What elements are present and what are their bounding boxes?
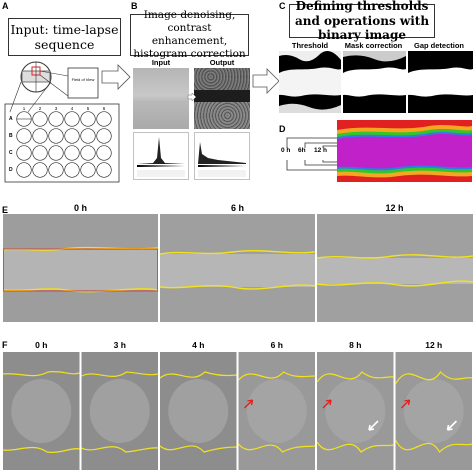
plate-col-label: 4 xyxy=(71,106,74,111)
f-time-label: 6 h xyxy=(270,340,283,350)
output-image xyxy=(194,68,250,129)
plate-well xyxy=(80,162,96,178)
mask-correction-label: Mask correction xyxy=(344,41,403,50)
e-time-0: 0 h xyxy=(73,203,87,213)
threshold-label: Threshold xyxy=(291,41,329,50)
plate-row-label: C xyxy=(9,150,13,156)
plate-well xyxy=(32,162,48,178)
output-label: Output xyxy=(209,58,235,67)
plate-well xyxy=(48,145,64,161)
plate-well xyxy=(80,128,96,144)
plate-well xyxy=(64,128,80,144)
e-image-12h xyxy=(316,214,473,322)
red-arrow-icon xyxy=(322,399,332,409)
plate-well xyxy=(96,111,112,127)
e-image-0h xyxy=(3,214,159,322)
red-arrow-icon xyxy=(244,399,254,409)
white-arrow-icon xyxy=(446,420,458,431)
panel-a-letter: A xyxy=(2,1,9,11)
arrow-input-output xyxy=(187,92,197,102)
input-label: Input xyxy=(151,58,171,67)
panel-f-images xyxy=(3,352,473,470)
f-front-bottom xyxy=(81,446,159,453)
plate-well xyxy=(32,128,48,144)
output-histogram xyxy=(194,132,250,180)
plate-well xyxy=(16,162,32,178)
f-time-label: 8 h xyxy=(349,340,362,350)
white-arrow-icon xyxy=(368,420,379,431)
d-time-6: 6h xyxy=(298,147,306,154)
panel-a-diagram: 1 2 3 4 5 6 A B C D xyxy=(4,61,120,183)
panel-f-letter: F xyxy=(2,340,8,350)
plate-well xyxy=(80,111,96,127)
f-front-top xyxy=(394,371,473,385)
plate-well xyxy=(16,145,32,161)
d-time-0: 0 h xyxy=(281,147,291,154)
panel-a-title: Input: time-lapse sequence xyxy=(8,18,121,56)
arrow-b-to-c xyxy=(252,68,280,94)
plate-well xyxy=(64,145,80,161)
f-front-top xyxy=(238,371,316,381)
f-time-label: 12 h xyxy=(425,340,443,350)
plate-well xyxy=(64,162,80,178)
f-front-top xyxy=(159,371,237,379)
panel-b-title: Image denoising, contrast enhancement, h… xyxy=(130,9,249,60)
f-time-label: 3 h xyxy=(113,340,126,350)
fov-box xyxy=(67,67,99,99)
fov-label: Field of View xyxy=(71,77,95,82)
e-time-12: 12 h xyxy=(385,203,404,213)
plate-row-label: A xyxy=(9,116,13,122)
input-histogram xyxy=(133,132,189,180)
plate-col-label: 1 xyxy=(23,106,26,111)
f-front-bottom xyxy=(394,439,473,453)
plate-col-label: 3 xyxy=(55,106,58,111)
f-front-top xyxy=(316,371,394,383)
binary-images xyxy=(279,51,473,113)
arrow-a-to-b xyxy=(101,64,131,90)
panel-c-title: Defining thresholds and operations with … xyxy=(289,0,435,42)
panel-b-letter: B xyxy=(131,1,138,11)
plate-well xyxy=(96,128,112,144)
f-time-label: 4 h xyxy=(192,340,205,350)
f-front-bottom xyxy=(159,445,237,453)
plate-well xyxy=(96,145,112,161)
plate-well xyxy=(48,162,64,178)
plate-well xyxy=(48,111,64,127)
plate-col-label: 2 xyxy=(39,106,42,111)
plate-well xyxy=(32,111,48,127)
plate-row-label: D xyxy=(9,167,13,173)
plate-row-label: B xyxy=(9,133,13,139)
d-time-12: 12 h xyxy=(314,147,328,154)
panel-e-letter: E xyxy=(2,205,9,215)
f-front-top xyxy=(3,370,80,377)
e-image-6h xyxy=(159,214,316,322)
f-front-top xyxy=(81,371,159,377)
panel-d-letter: D xyxy=(279,124,286,134)
f-time-label: 0 h xyxy=(35,340,48,350)
plate-well xyxy=(96,162,112,178)
f-front-bottom xyxy=(3,446,80,453)
input-image xyxy=(133,68,189,129)
plate-well xyxy=(32,145,48,161)
panel-e-images xyxy=(3,214,473,322)
contour-overlay-diagram xyxy=(286,120,472,182)
plate-well xyxy=(48,128,64,144)
red-arrow-icon xyxy=(401,399,411,409)
plate-wells: 1 2 3 4 5 6 A B C D xyxy=(9,106,112,178)
plate-col-label: 5 xyxy=(87,106,90,111)
gap-detection-label: Gap detection xyxy=(413,41,464,50)
plate-well xyxy=(64,111,80,127)
f-front-bottom xyxy=(238,443,316,453)
panel-c-letter: C xyxy=(279,1,286,11)
plate-well xyxy=(80,145,96,161)
e-time-6: 6 h xyxy=(230,203,244,213)
plate-well xyxy=(16,128,32,144)
plate-col-label: 6 xyxy=(103,106,106,111)
f-front-bottom xyxy=(316,441,394,453)
